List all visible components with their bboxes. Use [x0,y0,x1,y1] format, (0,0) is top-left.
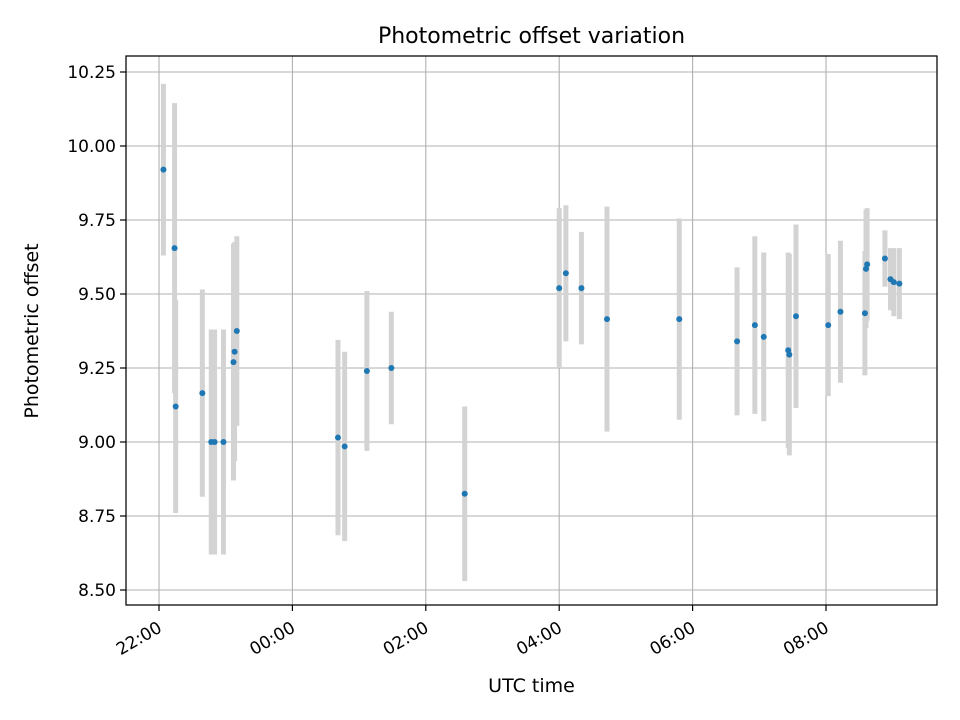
y-tick-label: 9.00 [78,433,116,453]
y-axis-label: Photometric offset [21,243,43,418]
data-point [825,322,832,329]
data-point [388,365,395,371]
data-point [896,280,903,287]
data-point [786,351,793,358]
data-point [220,439,227,445]
data-point [676,316,683,323]
data-point [199,390,206,397]
data-point [792,313,799,320]
data-point [231,348,238,355]
data-point [760,333,767,340]
data-point [211,439,218,445]
chart-title: Photometric offset variation [378,24,685,49]
y-tick-label: 9.75 [78,211,116,231]
data-point [864,261,871,268]
y-tick-label: 10.00 [67,137,116,157]
data-point [160,166,167,173]
data-point [604,316,611,323]
data-point [230,359,237,366]
data-point [334,434,341,441]
data-point [363,367,370,374]
data-point [461,490,468,497]
data-point [734,338,741,345]
x-axis-label: UTC time [488,675,575,697]
data-point [562,270,569,277]
data-point [837,308,844,315]
y-tick-label: 8.50 [78,581,116,601]
data-point [578,285,585,292]
y-tick-label: 10.25 [67,63,116,83]
y-tick-label: 9.25 [78,359,116,379]
data-point [890,279,897,286]
y-tick-label: 8.75 [78,507,116,527]
data-point [172,403,179,410]
data-point [751,322,758,329]
data-points [160,166,903,497]
data-point [556,285,563,292]
y-tick-label: 9.50 [78,285,116,305]
data-point [341,443,348,450]
data-point [881,255,888,262]
plot-frame [125,55,938,606]
data-point [861,310,868,317]
data-point [233,328,240,334]
data-point [171,245,178,252]
